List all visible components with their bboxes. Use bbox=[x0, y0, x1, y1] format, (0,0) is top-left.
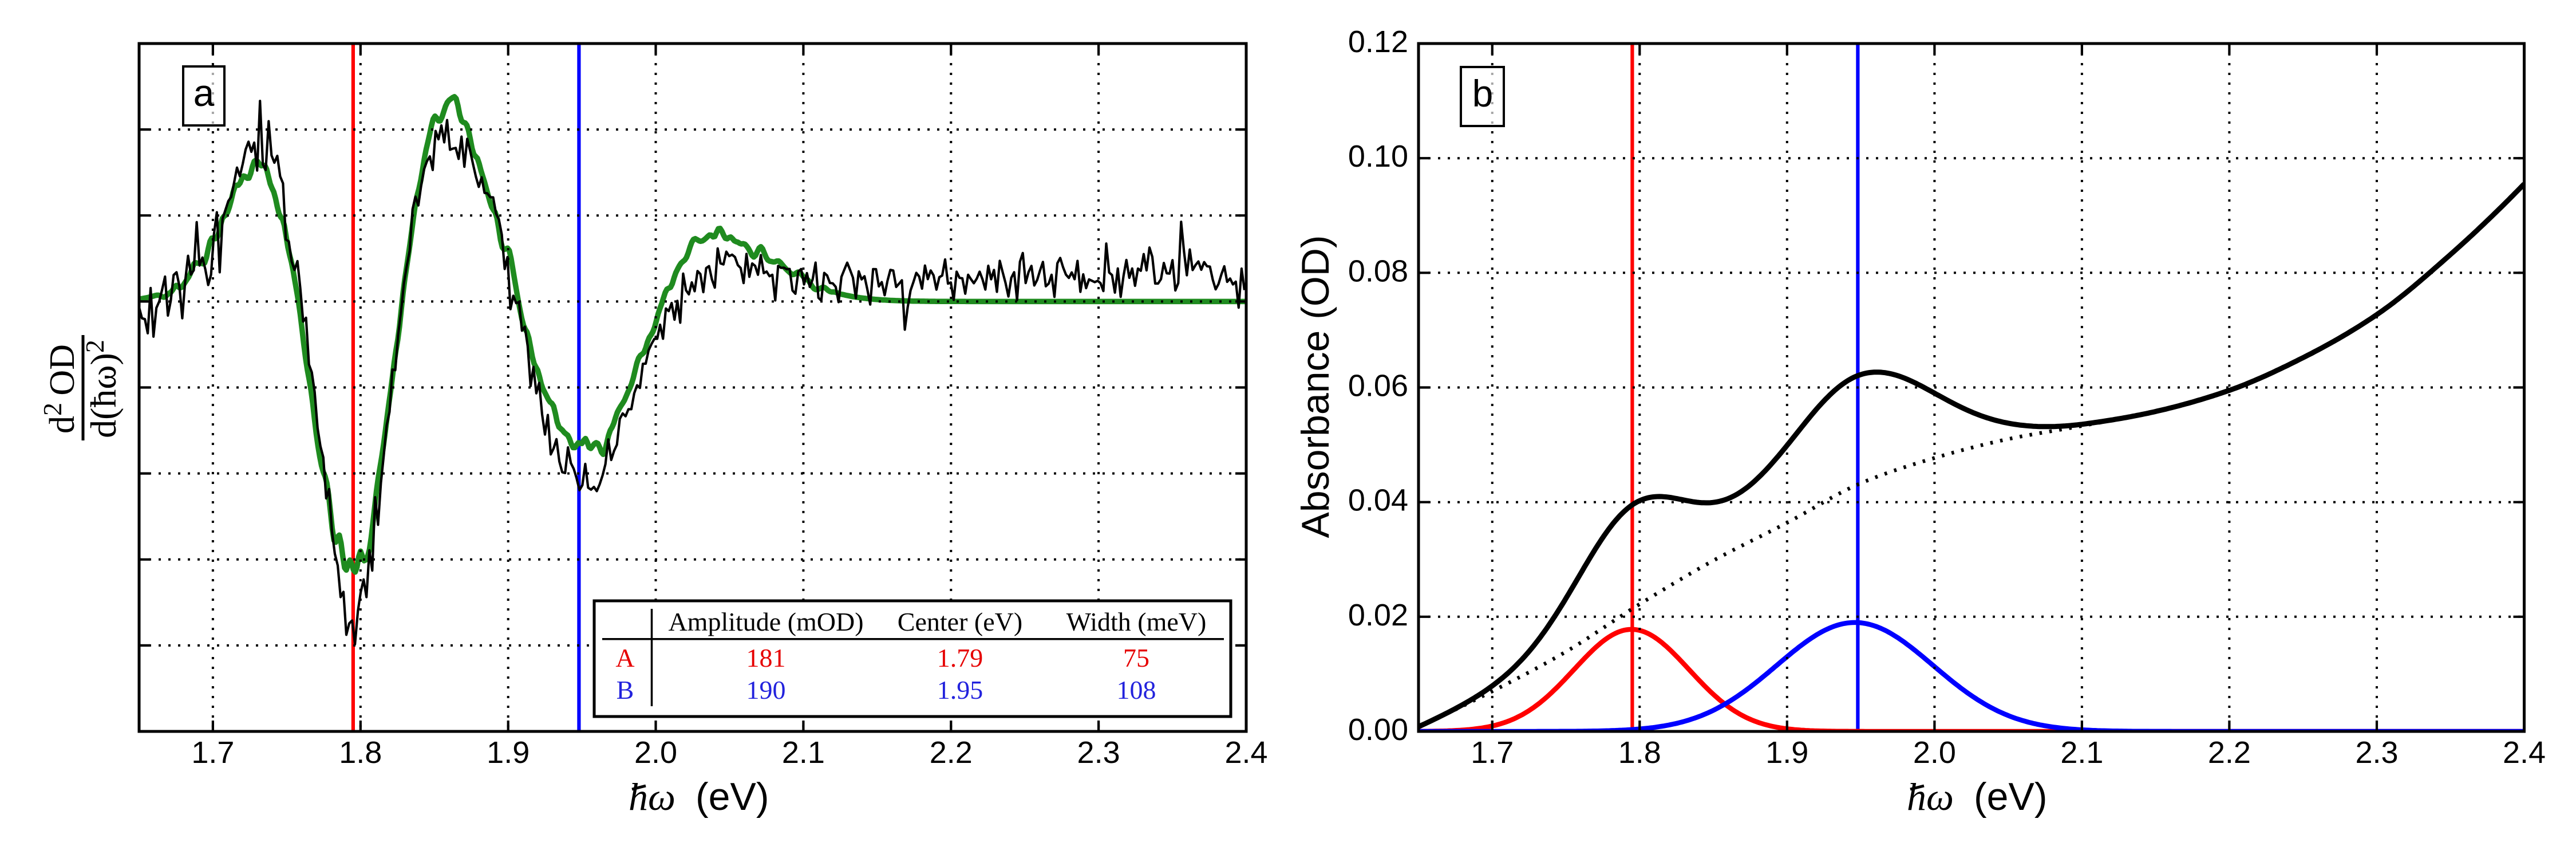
svg-text:0.04: 0.04 bbox=[1348, 483, 1408, 518]
svg-text:2.4: 2.4 bbox=[2503, 735, 2546, 770]
svg-text:1.8: 1.8 bbox=[339, 735, 382, 770]
svg-text:1.79: 1.79 bbox=[937, 643, 983, 672]
svg-text:2.2: 2.2 bbox=[930, 735, 973, 770]
svg-text:hω: hω bbox=[1907, 775, 1954, 818]
svg-text:2.2: 2.2 bbox=[2208, 735, 2251, 770]
svg-text:2.3: 2.3 bbox=[1077, 735, 1120, 770]
svg-text:0.08: 0.08 bbox=[1348, 254, 1408, 288]
svg-text:B: B bbox=[617, 675, 634, 704]
svg-text:1.7: 1.7 bbox=[191, 735, 234, 770]
svg-text:1.7: 1.7 bbox=[1471, 735, 1514, 770]
svg-text:190: 190 bbox=[746, 675, 786, 704]
svg-text:hω: hω bbox=[629, 775, 675, 818]
svg-text:2.4: 2.4 bbox=[1224, 735, 1267, 770]
svg-text:0.10: 0.10 bbox=[1348, 139, 1408, 174]
svg-text:1.8: 1.8 bbox=[1618, 735, 1661, 770]
svg-text:75: 75 bbox=[1123, 643, 1149, 672]
svg-text:0.06: 0.06 bbox=[1348, 369, 1408, 403]
svg-text:1.95: 1.95 bbox=[937, 675, 983, 704]
svg-text:Absorbance (OD): Absorbance (OD) bbox=[1294, 235, 1337, 538]
svg-text:2.3: 2.3 bbox=[2355, 735, 2398, 770]
svg-text:0.02: 0.02 bbox=[1348, 598, 1408, 632]
svg-text:2.0: 2.0 bbox=[634, 735, 677, 770]
svg-text:0.00: 0.00 bbox=[1348, 713, 1408, 747]
svg-text:A: A bbox=[615, 643, 634, 672]
svg-text:1.9: 1.9 bbox=[1765, 735, 1808, 770]
svg-text:(eV): (eV) bbox=[1974, 775, 2047, 818]
svg-text:1.9: 1.9 bbox=[487, 735, 530, 770]
svg-text:108: 108 bbox=[1117, 675, 1156, 704]
svg-text:2.1: 2.1 bbox=[2060, 735, 2103, 770]
svg-text:2.1: 2.1 bbox=[782, 735, 825, 770]
svg-text:2.0: 2.0 bbox=[1913, 735, 1956, 770]
svg-text:b: b bbox=[1472, 72, 1494, 115]
svg-text:(eV): (eV) bbox=[696, 775, 769, 818]
svg-text:d(ħω)2: d(ħω)2 bbox=[80, 340, 124, 438]
svg-text:Width (meV): Width (meV) bbox=[1066, 607, 1207, 636]
svg-text:181: 181 bbox=[746, 643, 786, 672]
svg-text:d2 OD: d2 OD bbox=[38, 344, 82, 434]
svg-text:0.12: 0.12 bbox=[1348, 25, 1408, 59]
svg-text:Center (eV): Center (eV) bbox=[898, 607, 1022, 636]
svg-text:a: a bbox=[193, 72, 215, 114]
svg-text:Amplitude (mOD): Amplitude (mOD) bbox=[668, 607, 863, 636]
